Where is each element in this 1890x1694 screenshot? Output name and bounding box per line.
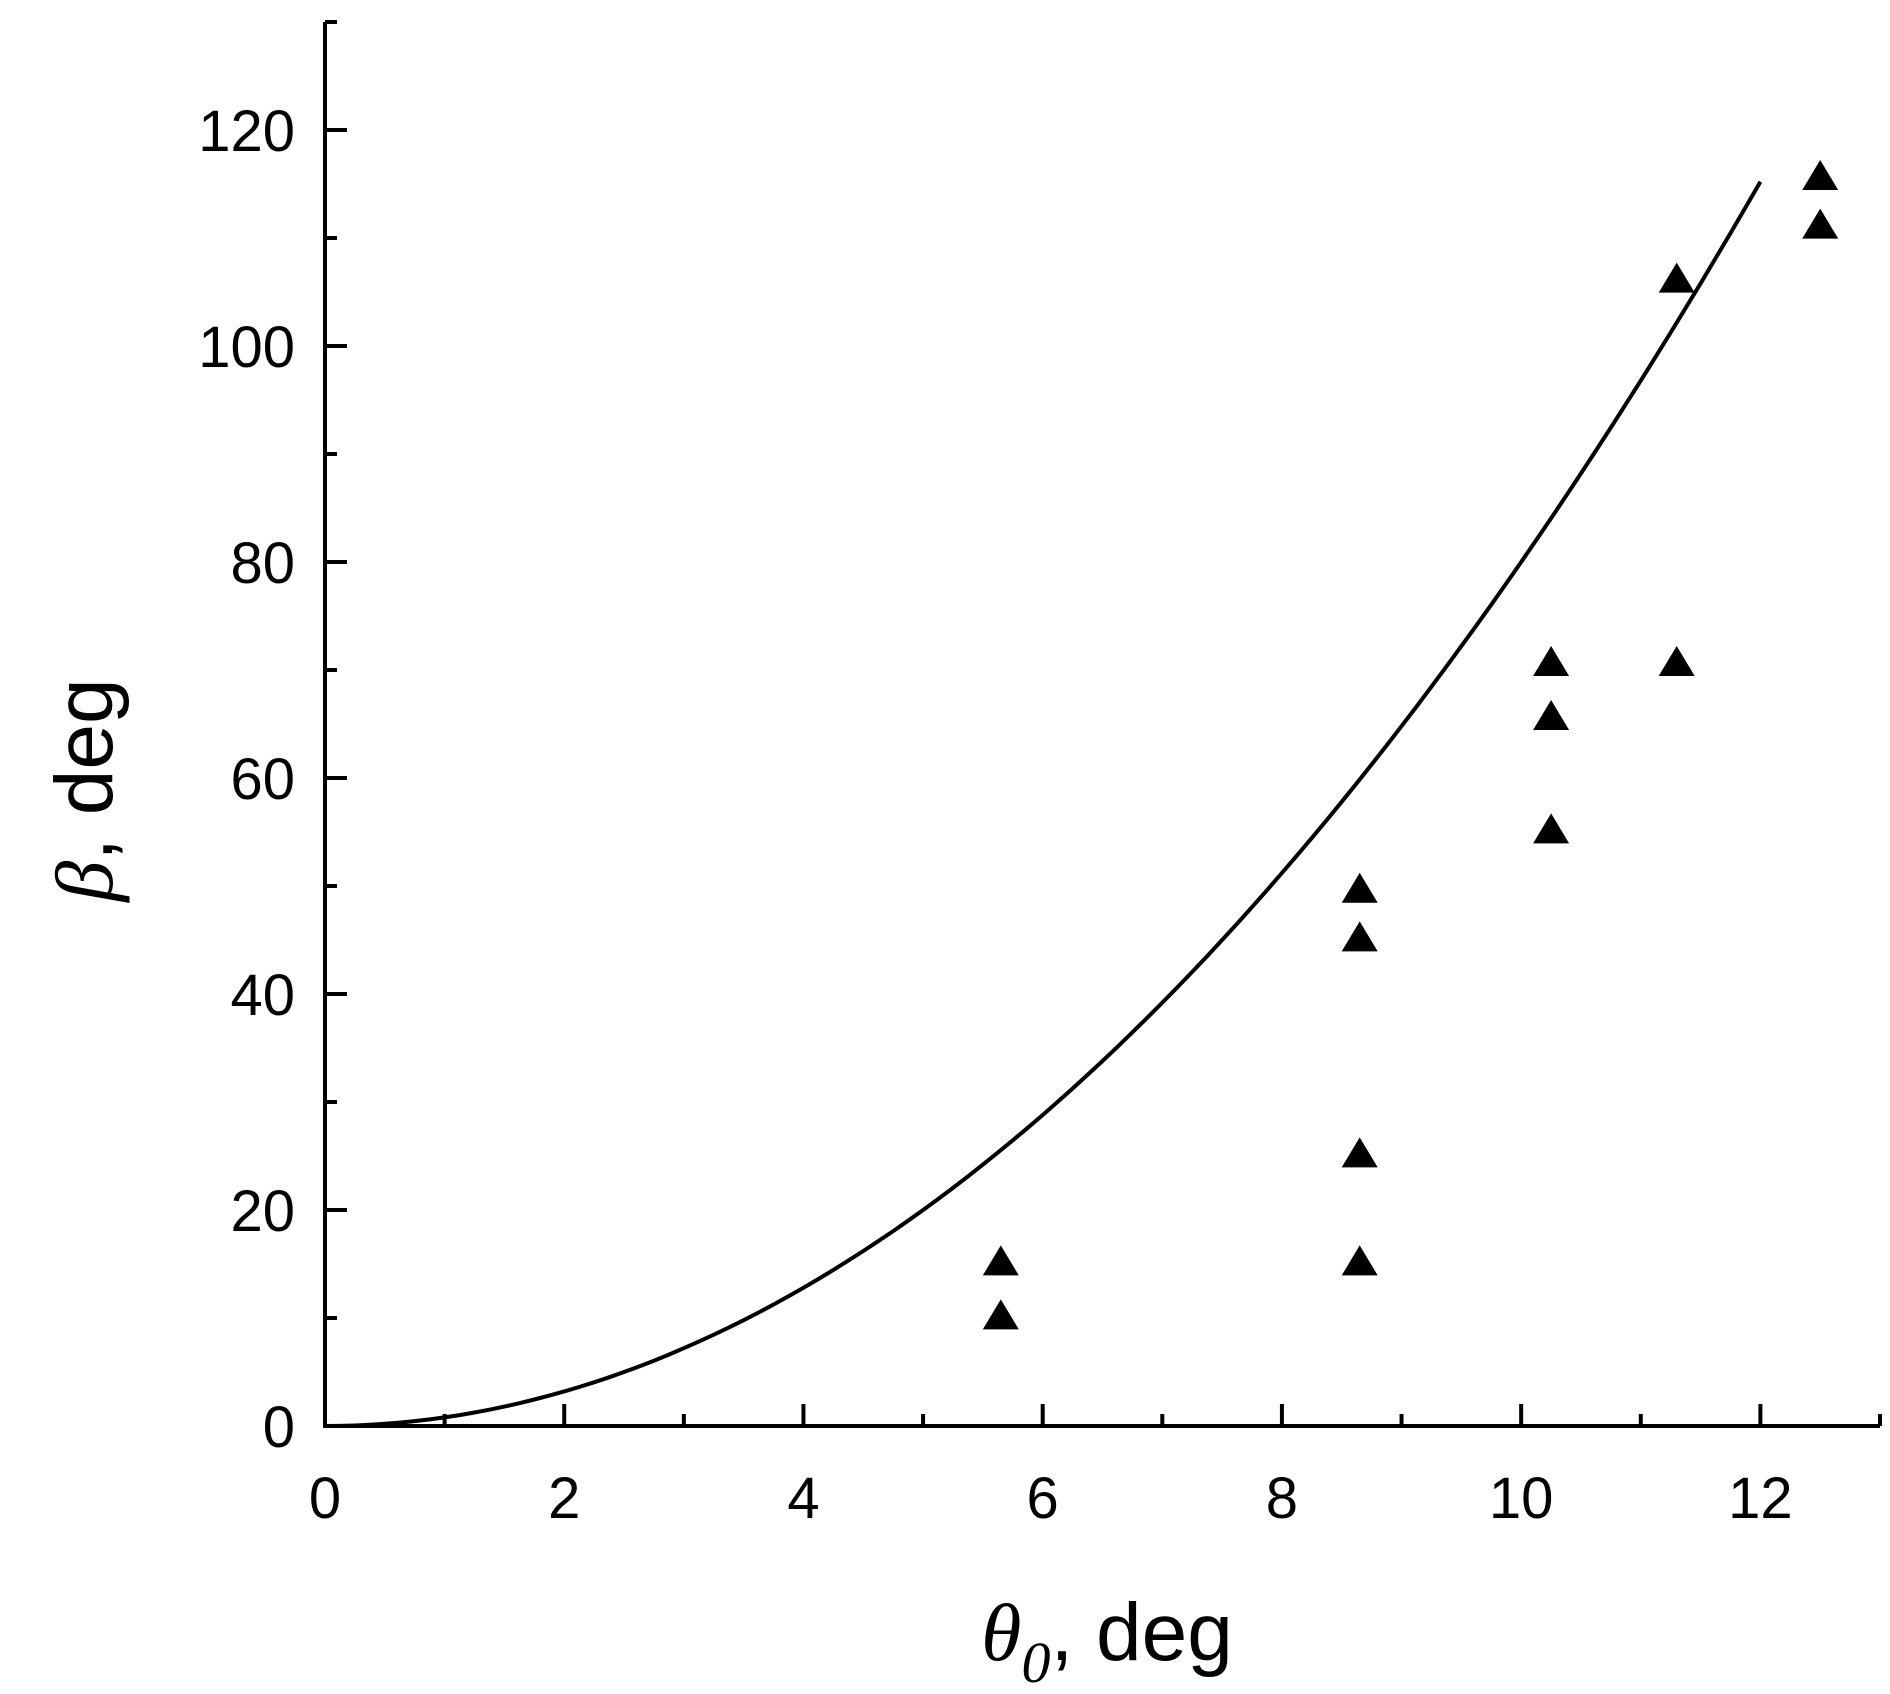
data-point-triangle — [1533, 700, 1570, 730]
y-tick-label: 40 — [230, 963, 295, 1028]
x-axis-title-text: , deg — [1050, 1587, 1232, 1678]
x-tick-label: 8 — [1266, 1466, 1298, 1531]
y-axis-title-text: , deg — [39, 678, 130, 860]
data-point-triangle — [982, 1299, 1019, 1330]
data-point-triangle — [1658, 646, 1695, 676]
y-tick-label: 60 — [230, 747, 295, 812]
model-curve-line — [324, 180, 1763, 1428]
x-tick-label: 12 — [1728, 1466, 1793, 1531]
y-tick-label: 0 — [263, 1395, 295, 1460]
data-point-triangle — [1341, 1137, 1378, 1168]
data-point-triangle — [1658, 262, 1695, 293]
ticks — [323, 20, 1882, 1428]
x-tick-label: 0 — [309, 1466, 341, 1531]
x-tick-label: 10 — [1489, 1466, 1554, 1531]
data-point-triangle — [982, 1245, 1019, 1276]
x-axis-title: θ0, deg — [981, 1587, 1233, 1694]
data-point-triangle — [1341, 1245, 1378, 1276]
data-point-triangle — [1341, 872, 1378, 903]
y-tick-label: 80 — [230, 531, 295, 596]
x-tick-label: 2 — [548, 1466, 580, 1531]
x-axis-title-symbol: θ — [981, 1587, 1021, 1678]
data-point-triangle — [1533, 813, 1570, 844]
x-tick-label: 6 — [1027, 1466, 1059, 1531]
y-tick-label: 100 — [198, 315, 295, 380]
data-point-triangle — [1341, 921, 1378, 952]
data-markers — [982, 160, 1839, 1330]
y-tick-label: 120 — [198, 99, 295, 164]
x-tick-label: 4 — [787, 1466, 819, 1531]
y-tick-label: 20 — [230, 1179, 295, 1244]
y-axis-title-symbol: β — [39, 861, 130, 904]
x-axis-title-subscript: 0 — [1021, 1630, 1050, 1694]
y-axis-title: β, deg — [39, 678, 130, 903]
axes — [323, 22, 1880, 1428]
data-point-triangle — [1533, 646, 1570, 676]
data-point-triangle — [1802, 208, 1839, 239]
data-point-triangle — [1802, 160, 1839, 190]
